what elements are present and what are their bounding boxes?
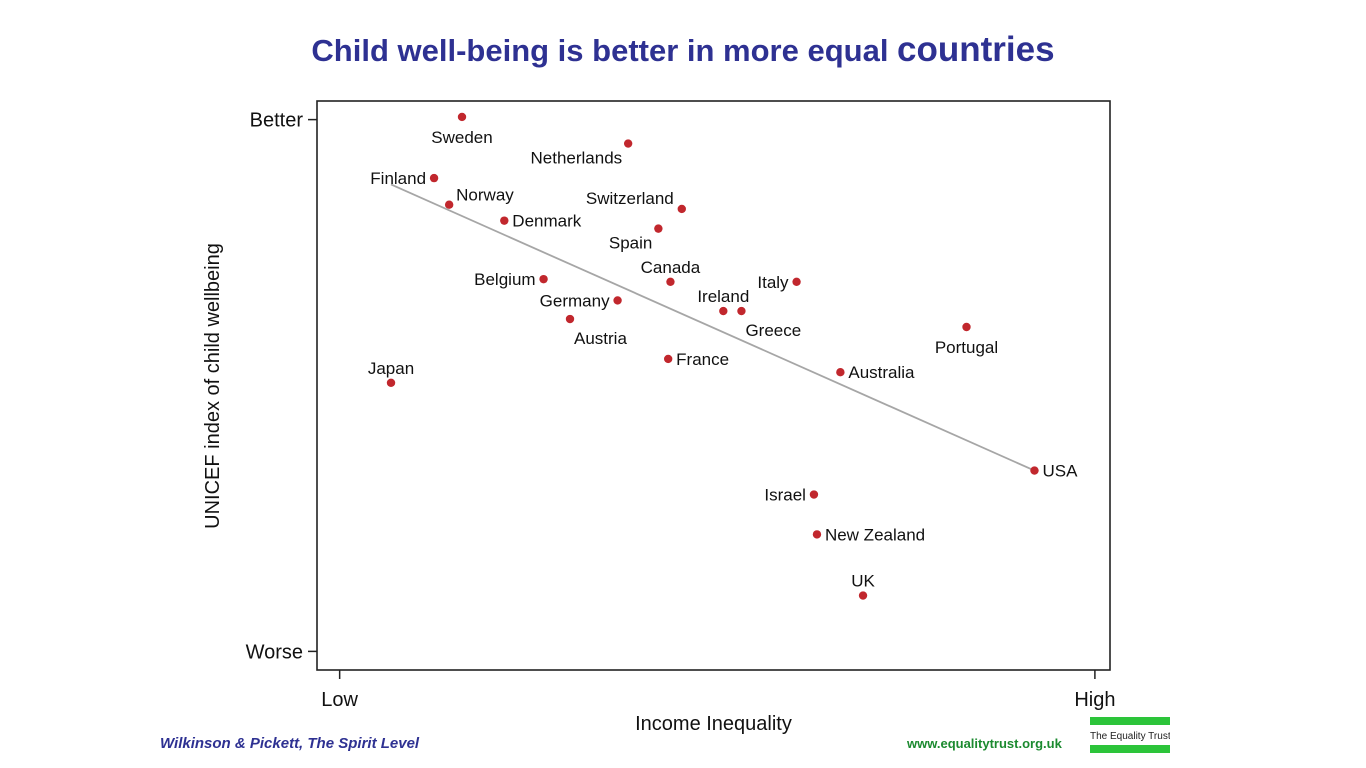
plot-frame bbox=[316, 100, 1111, 671]
source-credit: Wilkinson & Pickett, The Spirit Level bbox=[160, 735, 420, 752]
point-new-zealand bbox=[812, 530, 822, 539]
label-norway: Norway bbox=[456, 186, 514, 205]
point-norway bbox=[444, 200, 454, 209]
point-switzerland bbox=[677, 204, 686, 214]
label-netherlands: Netherlands bbox=[530, 149, 622, 168]
website-url[interactable]: www.equalitytrust.org.uk bbox=[907, 736, 1062, 751]
point-france bbox=[663, 354, 673, 364]
x-tick-label: High bbox=[1074, 689, 1115, 711]
logo-bar-top bbox=[1090, 717, 1170, 725]
y-tick-label: Better bbox=[250, 110, 304, 132]
point-denmark bbox=[500, 216, 509, 225]
x-axis-title: Income Inequality bbox=[635, 713, 792, 735]
label-sweden: Sweden bbox=[431, 128, 492, 147]
point-ireland bbox=[719, 306, 728, 316]
point-netherlands bbox=[623, 139, 633, 148]
y-tick-label: Worse bbox=[246, 641, 303, 663]
label-belgium: Belgium bbox=[474, 270, 535, 289]
point-usa bbox=[1030, 466, 1039, 475]
label-uk: UK bbox=[851, 572, 875, 591]
label-ireland: Ireland bbox=[697, 287, 749, 306]
label-denmark: Denmark bbox=[512, 212, 581, 231]
point-uk bbox=[858, 591, 868, 600]
point-finland bbox=[429, 173, 439, 183]
label-canada: Canada bbox=[641, 258, 701, 277]
label-japan: Japan bbox=[368, 359, 414, 378]
y-axis-title: UNICEF index of child wellbeing bbox=[202, 243, 224, 529]
point-sweden bbox=[457, 112, 467, 122]
label-australia: Australia bbox=[848, 363, 915, 382]
label-switzerland: Switzerland bbox=[586, 189, 674, 208]
logo-text: The Equality Trust bbox=[1090, 731, 1170, 742]
label-italy: Italy bbox=[757, 273, 789, 292]
point-austria bbox=[565, 314, 575, 324]
point-portugal bbox=[962, 322, 971, 332]
slide-title: Child well-being is better in more equal… bbox=[0, 30, 1366, 70]
point-spain bbox=[654, 224, 663, 233]
point-australia bbox=[836, 368, 845, 377]
label-finland: Finland bbox=[370, 169, 426, 188]
slide-title-big: countries bbox=[897, 30, 1055, 69]
label-austria: Austria bbox=[574, 329, 627, 348]
point-germany bbox=[613, 296, 622, 305]
x-tick-label: Low bbox=[321, 689, 358, 711]
equality-trust-logo: The Equality Trust bbox=[1090, 717, 1170, 753]
logo-bar-bottom bbox=[1090, 745, 1170, 753]
label-israel: Israel bbox=[764, 486, 806, 505]
trend-line bbox=[390, 183, 1035, 472]
point-italy bbox=[792, 277, 801, 287]
label-portugal: Portugal bbox=[935, 338, 998, 357]
point-greece bbox=[737, 306, 746, 316]
slide-title-main: Child well-being is better in more equal bbox=[311, 33, 898, 68]
label-france: France bbox=[676, 350, 729, 369]
label-greece: Greece bbox=[745, 321, 801, 340]
label-usa: USA bbox=[1042, 462, 1078, 481]
label-spain: Spain bbox=[609, 234, 652, 253]
point-israel bbox=[809, 490, 819, 499]
label-germany: Germany bbox=[540, 291, 610, 310]
label-new-zealand: New Zealand bbox=[825, 525, 925, 544]
point-canada bbox=[666, 277, 675, 287]
point-japan bbox=[386, 378, 396, 388]
point-belgium bbox=[539, 274, 548, 284]
